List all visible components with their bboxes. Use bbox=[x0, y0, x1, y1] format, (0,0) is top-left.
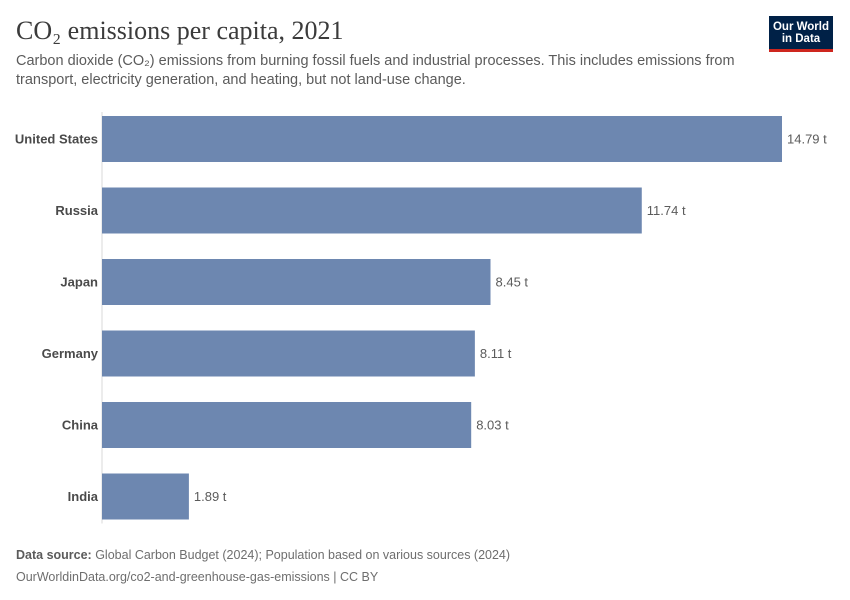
data-source-text: Global Carbon Budget (2024); Population … bbox=[91, 548, 511, 562]
value-label: 8.03 t bbox=[476, 418, 509, 433]
logo-line-2: in Data bbox=[781, 32, 821, 45]
value-label: 1.89 t bbox=[194, 489, 227, 504]
bar[interactable] bbox=[102, 473, 189, 520]
bar-chart: United States 14.79 t Russia 11.74 t Japan 8.… bbox=[15, 112, 827, 524]
owid-logo[interactable]: Our World in Data bbox=[769, 16, 833, 52]
bar[interactable] bbox=[102, 330, 475, 377]
category-label: United States bbox=[15, 132, 98, 147]
category-label: Germany bbox=[42, 346, 99, 361]
value-label: 8.45 t bbox=[496, 275, 529, 290]
category-label: Russia bbox=[55, 203, 98, 218]
source-url[interactable]: OurWorldinData.org/co2-and-greenhouse-ga… bbox=[16, 570, 379, 584]
value-label: 8.11 t bbox=[480, 346, 512, 361]
value-label: 14.79 t bbox=[787, 132, 827, 147]
category-label: India bbox=[68, 489, 99, 504]
bar[interactable] bbox=[102, 116, 782, 162]
data-source-note: Data source: Global Carbon Budget (2024)… bbox=[16, 548, 510, 562]
logo-line-1: Our World bbox=[772, 20, 829, 33]
bar[interactable] bbox=[102, 402, 472, 448]
chart-title: CO₂ emissions per capita, 2021 bbox=[16, 16, 344, 45]
bar[interactable] bbox=[102, 187, 642, 234]
data-source-label: Data source: bbox=[16, 548, 92, 562]
category-label: Japan bbox=[60, 275, 98, 290]
value-label: 11.74 t bbox=[647, 203, 686, 218]
category-label: China bbox=[62, 418, 99, 433]
bar[interactable] bbox=[102, 259, 491, 305]
chart-subtitle: Carbon dioxide (CO₂) emissions from burn… bbox=[16, 53, 735, 88]
